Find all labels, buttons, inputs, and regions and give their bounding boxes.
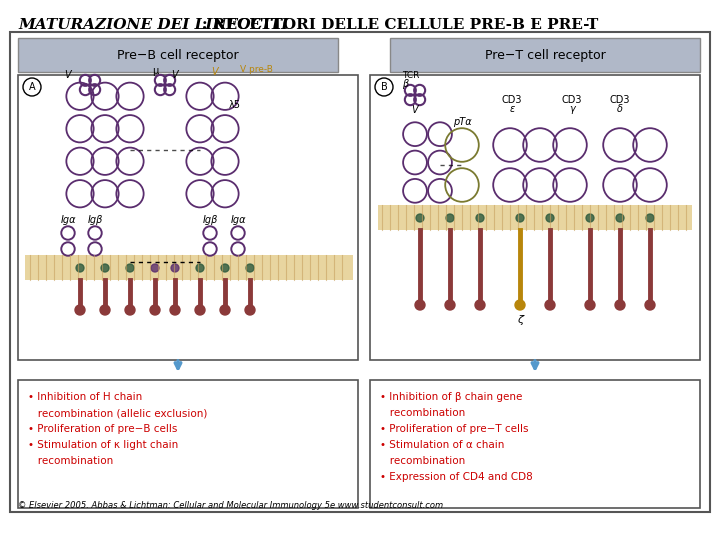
Circle shape <box>615 300 625 310</box>
Text: • Stimulation of α chain: • Stimulation of α chain <box>380 440 505 450</box>
Circle shape <box>476 214 484 222</box>
Circle shape <box>221 264 229 272</box>
Text: : RECETTORI DELLE CELLULE PRE-B E PRE-T: : RECETTORI DELLE CELLULE PRE-B E PRE-T <box>202 18 598 32</box>
Text: • Expression of CD4 and CD8: • Expression of CD4 and CD8 <box>380 472 533 482</box>
Circle shape <box>646 214 654 222</box>
Circle shape <box>475 300 485 310</box>
Text: • Inhibition of H chain: • Inhibition of H chain <box>28 392 143 402</box>
Text: pTα: pTα <box>453 117 472 127</box>
FancyBboxPatch shape <box>18 38 338 72</box>
Text: ε: ε <box>509 104 515 114</box>
Circle shape <box>586 214 594 222</box>
Text: β: β <box>402 79 408 89</box>
Text: Igα: Igα <box>230 215 246 225</box>
Text: CD3: CD3 <box>562 95 582 105</box>
Circle shape <box>585 300 595 310</box>
Text: δ: δ <box>617 104 623 114</box>
Circle shape <box>100 305 110 315</box>
FancyBboxPatch shape <box>370 75 700 360</box>
Text: Igβ: Igβ <box>202 215 217 225</box>
Text: A: A <box>29 82 35 92</box>
Text: ζ: ζ <box>517 315 523 325</box>
Text: TCR: TCR <box>402 71 419 79</box>
Text: Pre−T cell receptor: Pre−T cell receptor <box>485 49 606 62</box>
Text: Igβ: Igβ <box>87 215 103 225</box>
FancyBboxPatch shape <box>10 32 710 512</box>
Circle shape <box>545 300 555 310</box>
Circle shape <box>196 264 204 272</box>
Circle shape <box>546 214 554 222</box>
Circle shape <box>446 214 454 222</box>
Text: MATURAZIONE DEI LINFOCITI: MATURAZIONE DEI LINFOCITI <box>18 18 289 32</box>
Text: V pre-B: V pre-B <box>240 65 273 75</box>
FancyBboxPatch shape <box>18 380 358 508</box>
Text: • Inhibition of β chain gene: • Inhibition of β chain gene <box>380 392 523 402</box>
Circle shape <box>645 300 655 310</box>
Text: V: V <box>65 70 71 80</box>
Text: γ: γ <box>569 104 575 114</box>
FancyBboxPatch shape <box>370 380 700 508</box>
Text: CD3: CD3 <box>610 95 630 105</box>
Circle shape <box>416 214 424 222</box>
Text: B: B <box>381 82 387 92</box>
Text: Igα: Igα <box>60 215 76 225</box>
Text: recombination (allelic exclusion): recombination (allelic exclusion) <box>28 408 207 418</box>
Text: V: V <box>412 105 418 115</box>
Circle shape <box>101 264 109 272</box>
Circle shape <box>23 78 41 96</box>
Circle shape <box>375 78 393 96</box>
FancyBboxPatch shape <box>390 38 700 72</box>
Circle shape <box>616 214 624 222</box>
Circle shape <box>76 264 84 272</box>
Text: recombination: recombination <box>380 408 465 418</box>
Circle shape <box>75 305 85 315</box>
Text: μ: μ <box>152 66 158 76</box>
Text: CD3: CD3 <box>502 95 522 105</box>
Circle shape <box>125 305 135 315</box>
Text: • Stimulation of κ light chain: • Stimulation of κ light chain <box>28 440 179 450</box>
Circle shape <box>151 264 159 272</box>
Circle shape <box>195 305 205 315</box>
Circle shape <box>150 305 160 315</box>
Bar <box>378 205 692 230</box>
Circle shape <box>245 305 255 315</box>
Circle shape <box>171 264 179 272</box>
Circle shape <box>445 300 455 310</box>
Text: © Elsevier 2005. Abbas & Lichtman: Cellular and Molecular Immunology 5e www.stud: © Elsevier 2005. Abbas & Lichtman: Cellu… <box>18 501 443 510</box>
Bar <box>25 255 353 280</box>
Circle shape <box>246 264 254 272</box>
Text: • Proliferation of pre−B cells: • Proliferation of pre−B cells <box>28 424 177 434</box>
Circle shape <box>126 264 134 272</box>
Text: recombination: recombination <box>28 456 113 466</box>
FancyBboxPatch shape <box>18 75 358 360</box>
Text: V: V <box>212 67 218 77</box>
Circle shape <box>170 305 180 315</box>
Text: V: V <box>171 70 179 80</box>
Circle shape <box>220 305 230 315</box>
Text: Pre−B cell receptor: Pre−B cell receptor <box>117 49 239 62</box>
Circle shape <box>516 214 524 222</box>
Text: λ5: λ5 <box>229 100 241 110</box>
Text: recombination: recombination <box>380 456 465 466</box>
Text: • Proliferation of pre−T cells: • Proliferation of pre−T cells <box>380 424 528 434</box>
Circle shape <box>515 300 525 310</box>
Circle shape <box>415 300 425 310</box>
